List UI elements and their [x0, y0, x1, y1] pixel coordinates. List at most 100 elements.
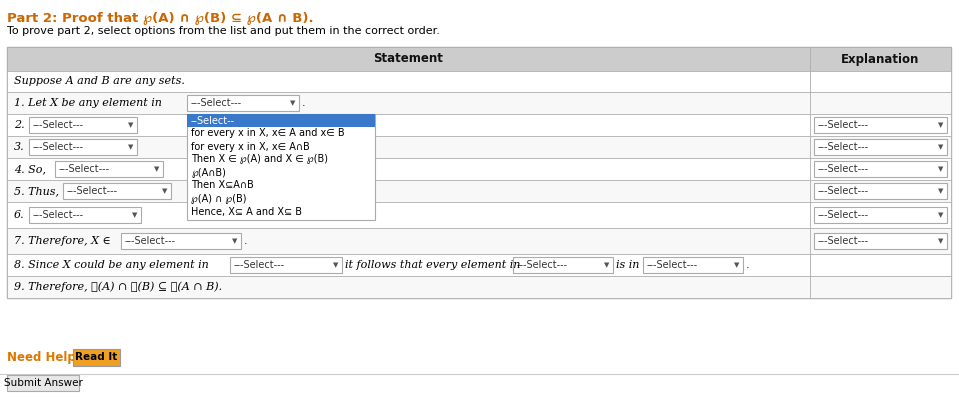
FancyBboxPatch shape [810, 136, 951, 158]
Text: ---Select---: ---Select--- [818, 236, 869, 246]
Text: ---Select---: ---Select--- [818, 142, 869, 152]
Text: ---Select---: ---Select--- [33, 210, 84, 220]
Text: Then X⊆A∩B: Then X⊆A∩B [191, 180, 254, 190]
Text: Read It: Read It [76, 352, 118, 363]
FancyBboxPatch shape [7, 202, 810, 228]
Text: Part 2: Proof that ℘(A) ∩ ℘(B) ⊆ ℘(A ∩ B).: Part 2: Proof that ℘(A) ∩ ℘(B) ⊆ ℘(A ∩ B… [7, 12, 314, 25]
Text: ▼: ▼ [938, 213, 944, 219]
Text: Explanation: Explanation [841, 53, 920, 65]
FancyBboxPatch shape [810, 71, 951, 92]
FancyBboxPatch shape [513, 257, 613, 273]
Text: Need Help?: Need Help? [7, 350, 82, 363]
Text: ▼: ▼ [154, 166, 159, 172]
FancyBboxPatch shape [810, 158, 951, 180]
Text: ▼: ▼ [333, 263, 339, 269]
Text: ▼: ▼ [938, 122, 944, 128]
Text: for every x in X, x∈ A∩B: for every x in X, x∈ A∩B [191, 142, 310, 152]
FancyBboxPatch shape [814, 139, 947, 155]
FancyBboxPatch shape [7, 47, 951, 298]
FancyBboxPatch shape [810, 254, 951, 276]
Text: for every x in X, x∈ A and x∈ B: for every x in X, x∈ A and x∈ B [191, 128, 344, 138]
Text: ▼: ▼ [132, 213, 137, 219]
Text: 6.: 6. [14, 210, 25, 220]
FancyBboxPatch shape [73, 349, 120, 366]
Text: ▼: ▼ [604, 263, 609, 269]
FancyBboxPatch shape [187, 95, 299, 111]
FancyBboxPatch shape [810, 92, 951, 114]
FancyBboxPatch shape [230, 257, 342, 273]
Text: --Select--: --Select-- [191, 115, 235, 126]
FancyBboxPatch shape [187, 114, 375, 127]
Text: it follows that every element in: it follows that every element in [345, 260, 521, 270]
Text: ---Select---: ---Select--- [234, 260, 285, 270]
Text: ℘(A∩B): ℘(A∩B) [191, 168, 226, 178]
FancyBboxPatch shape [121, 233, 241, 249]
FancyBboxPatch shape [29, 117, 137, 133]
Text: ▼: ▼ [128, 144, 133, 150]
Text: ▼: ▼ [938, 166, 944, 172]
Text: ---Select---: ---Select--- [818, 164, 869, 174]
Text: .: . [746, 260, 750, 270]
Text: ---Select---: ---Select--- [33, 142, 84, 152]
FancyBboxPatch shape [810, 228, 951, 254]
Text: 8. Since X could be any element in: 8. Since X could be any element in [14, 260, 209, 270]
FancyBboxPatch shape [643, 257, 743, 273]
FancyBboxPatch shape [7, 254, 810, 276]
Text: ℘(A) ∩ ℘(B): ℘(A) ∩ ℘(B) [191, 194, 246, 203]
FancyBboxPatch shape [29, 207, 141, 223]
FancyBboxPatch shape [187, 114, 375, 220]
Text: ▼: ▼ [938, 239, 944, 245]
Text: ---Select---: ---Select--- [33, 120, 84, 130]
FancyBboxPatch shape [55, 161, 163, 177]
Text: ---Select---: ---Select--- [517, 260, 568, 270]
FancyBboxPatch shape [814, 233, 947, 249]
Text: ▼: ▼ [162, 188, 168, 194]
FancyBboxPatch shape [29, 139, 137, 155]
Text: ---Select---: ---Select--- [191, 98, 242, 108]
FancyBboxPatch shape [814, 207, 947, 223]
FancyBboxPatch shape [810, 276, 951, 298]
Text: Suppose A and B are any sets.: Suppose A and B are any sets. [14, 77, 185, 87]
Text: ▼: ▼ [734, 263, 739, 269]
Text: ▼: ▼ [232, 239, 238, 245]
Text: ---Select---: ---Select--- [647, 260, 698, 270]
FancyBboxPatch shape [814, 161, 947, 177]
Text: ---Select---: ---Select--- [125, 236, 176, 246]
FancyBboxPatch shape [810, 202, 951, 228]
Text: ▼: ▼ [938, 188, 944, 194]
Text: Then X ∈ ℘(A) and X ∈ ℘(B): Then X ∈ ℘(A) and X ∈ ℘(B) [191, 154, 328, 164]
FancyBboxPatch shape [63, 183, 171, 199]
Text: Hence, X⊆ A and X⊆ B: Hence, X⊆ A and X⊆ B [191, 207, 302, 217]
FancyBboxPatch shape [7, 71, 810, 92]
Text: is in: is in [616, 260, 640, 270]
Text: .: . [302, 98, 306, 108]
FancyBboxPatch shape [810, 47, 951, 71]
Text: ---Select---: ---Select--- [818, 186, 869, 196]
Text: 3.: 3. [14, 142, 25, 152]
Text: .: . [244, 236, 247, 246]
Text: ---Select---: ---Select--- [67, 186, 118, 196]
Text: ---Select---: ---Select--- [818, 120, 869, 130]
Text: ---Select---: ---Select--- [59, 164, 110, 174]
Text: 2.: 2. [14, 120, 25, 130]
FancyBboxPatch shape [7, 47, 810, 71]
Text: 1. Let X be any element in: 1. Let X be any element in [14, 98, 162, 108]
Text: ▼: ▼ [128, 122, 133, 128]
Text: 7. Therefore, X ∈: 7. Therefore, X ∈ [14, 236, 110, 246]
Text: ---Select---: ---Select--- [818, 210, 869, 220]
FancyBboxPatch shape [7, 114, 810, 136]
FancyBboxPatch shape [810, 114, 951, 136]
Text: To prove part 2, select options from the list and put them in the correct order.: To prove part 2, select options from the… [7, 26, 440, 36]
Text: 4. So,: 4. So, [14, 164, 46, 174]
Text: Submit Answer: Submit Answer [4, 378, 82, 388]
FancyBboxPatch shape [7, 92, 810, 114]
Text: ▼: ▼ [938, 144, 944, 150]
Text: Statement: Statement [374, 53, 443, 65]
FancyBboxPatch shape [7, 276, 810, 298]
Text: 5. Thus,: 5. Thus, [14, 186, 59, 196]
FancyBboxPatch shape [7, 136, 810, 158]
FancyBboxPatch shape [7, 158, 810, 180]
FancyBboxPatch shape [810, 180, 951, 202]
Text: 9. Therefore, ℘(A) ∩ ℘(B) ⊆ ℘(A ∩ B).: 9. Therefore, ℘(A) ∩ ℘(B) ⊆ ℘(A ∩ B). [14, 282, 222, 292]
FancyBboxPatch shape [814, 183, 947, 199]
